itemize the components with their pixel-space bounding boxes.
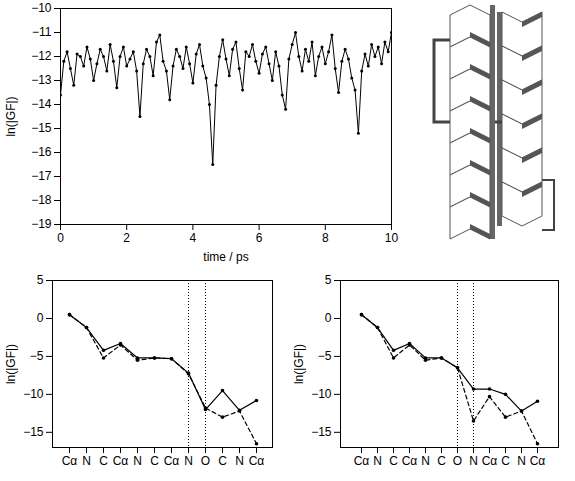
svg-text:N: N [82, 454, 91, 468]
svg-text:−13: −13 [31, 73, 52, 87]
svg-text:Cα: Cα [530, 454, 546, 468]
svg-text:N: N [421, 454, 430, 468]
svg-text:N: N [469, 454, 478, 468]
svg-text:0: 0 [325, 311, 332, 325]
svg-text:6: 6 [256, 231, 263, 245]
svg-text:Cα: Cα [402, 454, 418, 468]
svg-text:N: N [373, 454, 382, 468]
svg-text:−16: −16 [31, 145, 52, 159]
svg-text:10: 10 [385, 231, 399, 245]
svg-text:N: N [517, 454, 526, 468]
svg-text:5: 5 [37, 273, 44, 287]
svg-text:−10: −10 [23, 387, 44, 401]
svg-text:C: C [437, 454, 446, 468]
svg-text:N: N [184, 454, 193, 468]
svg-text:−11: −11 [32, 25, 52, 39]
svg-text:C: C [501, 454, 510, 468]
svg-text:ln(|GF|): ln(|GF|) [4, 344, 18, 384]
svg-text:C: C [389, 454, 398, 468]
svg-text:Cα: Cα [249, 454, 265, 468]
svg-text:−15: −15 [311, 425, 332, 439]
svg-text:O: O [201, 454, 210, 468]
svg-text:−10: −10 [311, 387, 332, 401]
svg-text:−19: −19 [31, 217, 52, 231]
svg-text:C: C [218, 454, 227, 468]
svg-text:−12: −12 [31, 49, 52, 63]
svg-text:4: 4 [190, 231, 197, 245]
svg-text:Cα: Cα [354, 454, 370, 468]
svg-text:ln(|GF|): ln(|GF|) [292, 344, 306, 384]
svg-text:2: 2 [123, 231, 130, 245]
svg-text:Cα: Cα [62, 454, 78, 468]
svg-text:Cα: Cα [113, 454, 129, 468]
svg-text:5: 5 [325, 273, 332, 287]
svg-text:−15: −15 [23, 425, 44, 439]
svg-text:N: N [133, 454, 142, 468]
svg-text:−17: −17 [31, 169, 52, 183]
svg-text:8: 8 [322, 231, 329, 245]
svg-text:time / ps: time / ps [203, 250, 248, 264]
svg-text:0: 0 [37, 311, 44, 325]
svg-text:Cα: Cα [482, 454, 498, 468]
svg-text:Cα: Cα [164, 454, 180, 468]
svg-text:−5: −5 [30, 349, 44, 363]
svg-text:−10: −10 [31, 1, 52, 15]
svg-text:C: C [150, 454, 159, 468]
svg-text:−5: −5 [318, 349, 332, 363]
svg-text:N: N [235, 454, 244, 468]
svg-text:0: 0 [57, 231, 64, 245]
svg-text:ln(|GF|): ln(|GF|) [4, 96, 18, 136]
svg-text:−15: −15 [31, 121, 52, 135]
svg-text:C: C [99, 454, 108, 468]
svg-text:−14: −14 [31, 97, 52, 111]
svg-text:−18: −18 [31, 193, 52, 207]
svg-text:O: O [453, 454, 462, 468]
